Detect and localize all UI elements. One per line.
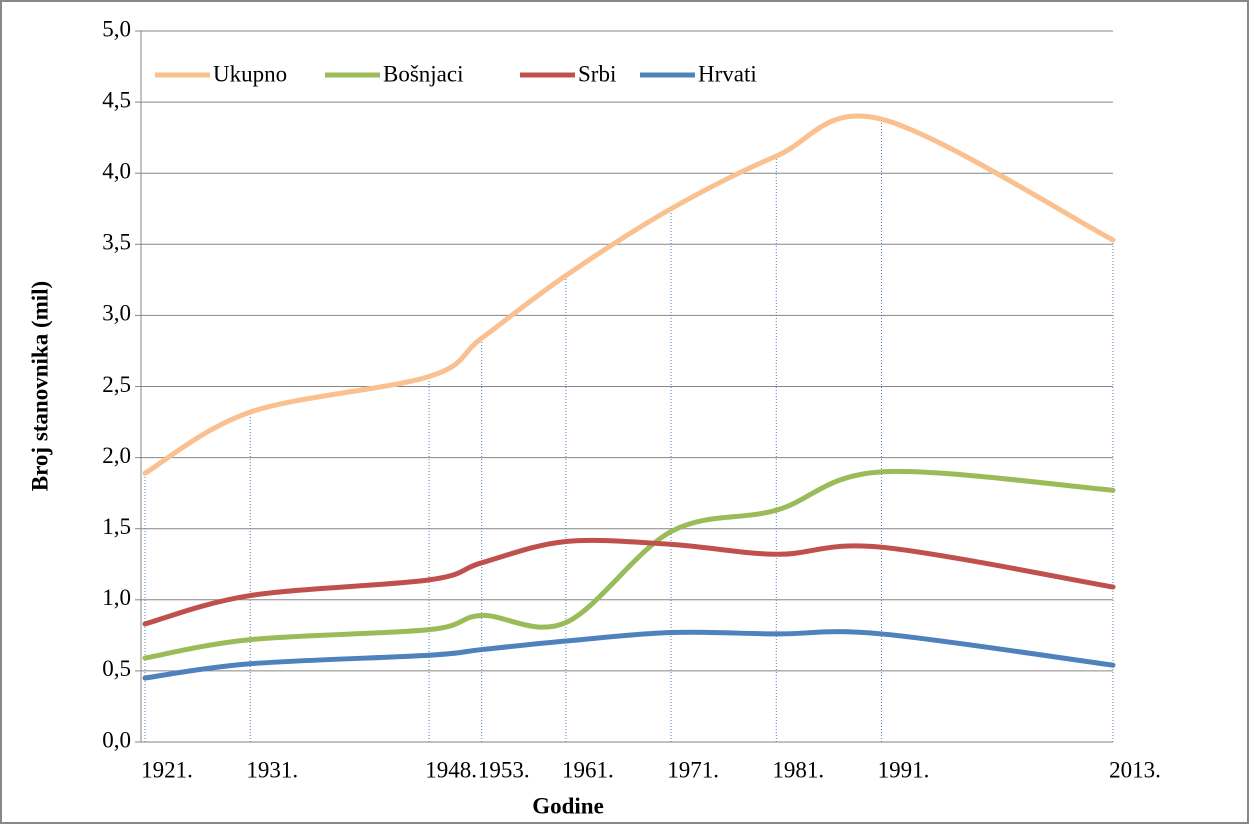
y-tick-label: 1,0 (102, 585, 131, 610)
legend-label: Bošnjaci (383, 61, 464, 86)
y-tick-label: 5,0 (102, 16, 131, 41)
x-tick-label: 1971. (667, 757, 719, 782)
legend-label: Srbi (578, 61, 616, 86)
y-tick-label: 0,0 (102, 727, 131, 752)
x-tick-label: 1953. (478, 757, 530, 782)
legend-label: Ukupno (213, 61, 287, 86)
series-line (142, 629, 1116, 681)
x-tick-label: 1991. (878, 757, 930, 782)
series-line (142, 468, 1116, 661)
x-tick-label: 1931. (246, 757, 298, 782)
y-tick-label: 4,0 (102, 158, 131, 183)
series-line (142, 537, 1116, 627)
y-tick-label: 0,5 (102, 656, 131, 681)
series-line (142, 113, 1116, 476)
x-tick-label: 1981. (772, 757, 824, 782)
x-tick-label: 1961. (562, 757, 614, 782)
y-tick-label: 2,5 (102, 372, 131, 397)
y-tick-label: 3,0 (102, 301, 131, 326)
x-tick-label: 1921. (141, 757, 193, 782)
y-tick-label: 4,5 (102, 87, 131, 112)
y-tick-label: 1,5 (102, 514, 131, 539)
y-tick-label: 2,0 (102, 443, 131, 468)
x-tick-label: 2013. (1109, 757, 1161, 782)
x-axis-label: Godine (532, 793, 604, 818)
y-axis-label: Broj stanovnika (mil) (27, 281, 52, 491)
y-tick-label: 3,5 (102, 230, 131, 255)
x-tick-label: 1948. (425, 757, 477, 782)
legend-label: Hrvati (698, 61, 757, 86)
